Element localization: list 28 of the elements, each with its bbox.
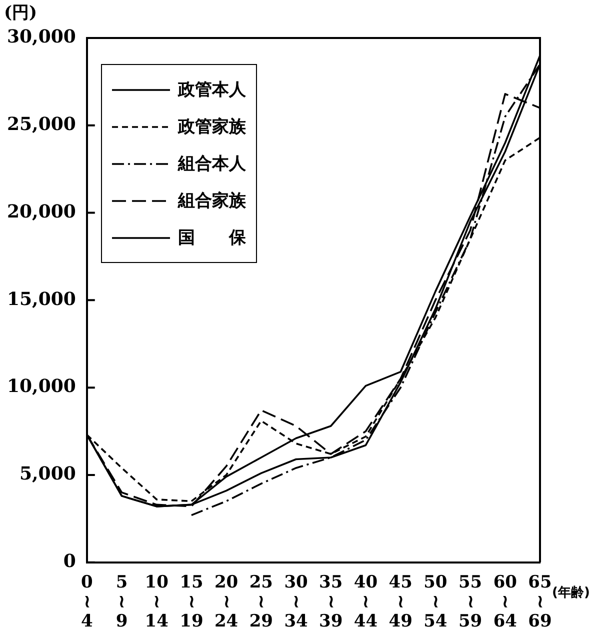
x-tick-label: 40 ≀ 44 <box>354 572 378 632</box>
x-tick-label: 45 ≀ 49 <box>388 572 412 632</box>
x-axis-title: (年齢) <box>552 586 590 601</box>
y-tick-label: 25,000 <box>7 114 76 136</box>
legend-label: 組合本人 <box>178 153 246 175</box>
y-tick-label: 15,000 <box>7 288 76 310</box>
x-tick-label: 15 ≀ 19 <box>180 572 204 632</box>
x-tick-label: 55 ≀ 59 <box>458 572 482 632</box>
legend-label: 組合家族 <box>178 190 246 212</box>
x-tick-label: 35 ≀ 39 <box>319 572 343 632</box>
x-tick-label: 0 ≀ 4 <box>80 572 93 632</box>
x-tick-label: 5 ≀ 9 <box>116 572 128 632</box>
legend-label: 政管本人 <box>178 79 246 101</box>
y-tick-label: 10,000 <box>7 376 76 398</box>
y-tick-label: 30,000 <box>7 26 76 48</box>
legend-label: 国 保 <box>178 227 246 249</box>
y-tick-label: 20,000 <box>7 201 76 222</box>
x-tick-label: 25 ≀ 29 <box>249 572 273 632</box>
x-tick-label: 10 ≀ 14 <box>144 572 169 632</box>
x-tick-label: 65 ≀ 69 <box>528 572 552 632</box>
y-tick-label: 0 <box>63 551 76 572</box>
x-tick-label: 60 ≀ 64 <box>493 572 518 632</box>
y-tick-label: 5,000 <box>20 464 76 485</box>
y-axis-title: (円) <box>4 2 38 23</box>
x-tick-label: 50 ≀ 54 <box>424 572 448 632</box>
x-tick-label: 20 ≀ 24 <box>214 572 238 632</box>
legend-label: 政管家族 <box>178 116 246 138</box>
x-tick-label: 30 ≀ 34 <box>284 572 308 632</box>
